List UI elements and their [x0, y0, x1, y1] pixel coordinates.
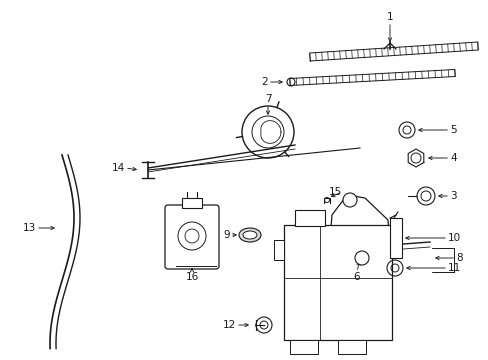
Circle shape [342, 193, 356, 207]
Bar [294, 210, 325, 226]
Polygon shape [329, 195, 389, 268]
Text: 5: 5 [449, 125, 456, 135]
Text: 1: 1 [386, 12, 392, 22]
Text: 11: 11 [447, 263, 460, 273]
Text: 4: 4 [449, 153, 456, 163]
Polygon shape [407, 149, 423, 167]
Text: 3: 3 [449, 191, 456, 201]
Bar [289, 340, 317, 354]
Text: 12: 12 [223, 320, 236, 330]
Bar [273, 240, 284, 260]
Text: 13: 13 [23, 223, 36, 233]
Ellipse shape [243, 231, 257, 239]
Text: 8: 8 [455, 253, 462, 263]
Text: 15: 15 [328, 187, 341, 197]
Text: 2: 2 [261, 77, 267, 87]
Circle shape [354, 251, 368, 265]
Bar [389, 218, 401, 258]
Text: 7: 7 [264, 94, 271, 104]
Polygon shape [289, 69, 454, 85]
Text: 16: 16 [185, 272, 198, 282]
Text: 9: 9 [223, 230, 229, 240]
FancyBboxPatch shape [164, 205, 219, 269]
Bar [182, 198, 202, 208]
Text: 10: 10 [447, 233, 460, 243]
Bar [284, 225, 391, 340]
Text: 6: 6 [353, 272, 360, 282]
Ellipse shape [239, 228, 261, 242]
Text: 14: 14 [112, 163, 125, 173]
Bar [337, 340, 365, 354]
Polygon shape [309, 42, 477, 61]
